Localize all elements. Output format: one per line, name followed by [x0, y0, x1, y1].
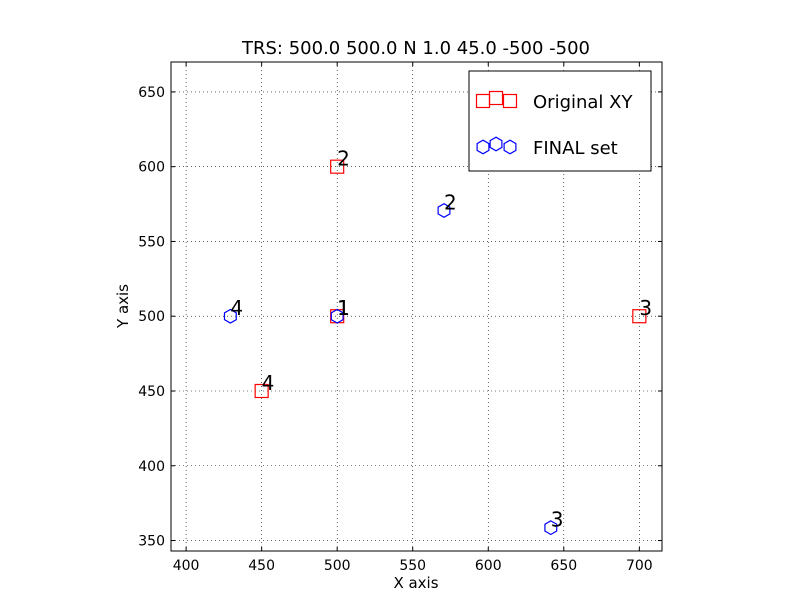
grid [171, 62, 662, 551]
final-set-point-4 [223, 308, 237, 324]
chart-title: TRS: 500.0 500.0 N 1.0 45.0 -500 -500 [241, 38, 590, 59]
x-tick-label: 650 [550, 558, 577, 574]
y-tick-label: 550 [138, 234, 165, 250]
legend: Original XY FINAL set [468, 70, 652, 172]
y-tick-label: 500 [138, 309, 165, 325]
legend-final-set-label: FINAL set [533, 138, 618, 159]
y-axis-title: Y axis [114, 284, 132, 329]
original-xy-point-label: 1 [337, 296, 350, 320]
y-tick-label: 650 [138, 85, 165, 101]
original-xy-point-3 [632, 309, 647, 324]
x-tick-label: 600 [475, 558, 502, 574]
x-tick-label: 550 [399, 558, 426, 574]
x-tick-label: 700 [626, 558, 653, 574]
final-set-point-2 [437, 202, 451, 218]
y-tick-label: 600 [138, 160, 165, 176]
original-xy-point-2 [330, 159, 345, 174]
final-set-point-label: 4 [230, 296, 243, 320]
original-xy-point-label: 2 [337, 147, 350, 171]
x-axis-title: X axis [393, 574, 438, 592]
legend-original-xy-label: Original XY [533, 92, 633, 113]
final-set-point-1 [330, 308, 344, 324]
legend-final-set-marker [503, 139, 517, 155]
legend-original-xy-marker [502, 93, 518, 109]
y-tick-label: 350 [138, 534, 165, 550]
original-xy-point-label: 3 [639, 296, 652, 320]
y-tick-label: 450 [138, 384, 165, 400]
legend-original-xy-marker [488, 90, 504, 106]
x-tick-label: 400 [173, 558, 200, 574]
final-set-point-label: 2 [444, 190, 457, 214]
final-set-point-3 [544, 520, 558, 536]
original-xy-point-4 [254, 383, 269, 399]
legend-box [468, 70, 652, 172]
legend-final-set-marker [489, 136, 503, 152]
axis-ticks: 400 450 500 550 600 650 700 350 400 450 500 550 600 6… [138, 62, 662, 574]
x-tick-label: 450 [248, 558, 275, 574]
final-set-point-label: 3 [551, 508, 564, 532]
legend-final-set-marker [476, 139, 490, 155]
y-tick-label: 400 [138, 459, 165, 475]
x-tick-label: 500 [324, 558, 351, 574]
final-set-point-label: 1 [337, 296, 350, 320]
original-xy-point-label: 4 [262, 371, 275, 395]
plot-frame [170, 61, 663, 552]
